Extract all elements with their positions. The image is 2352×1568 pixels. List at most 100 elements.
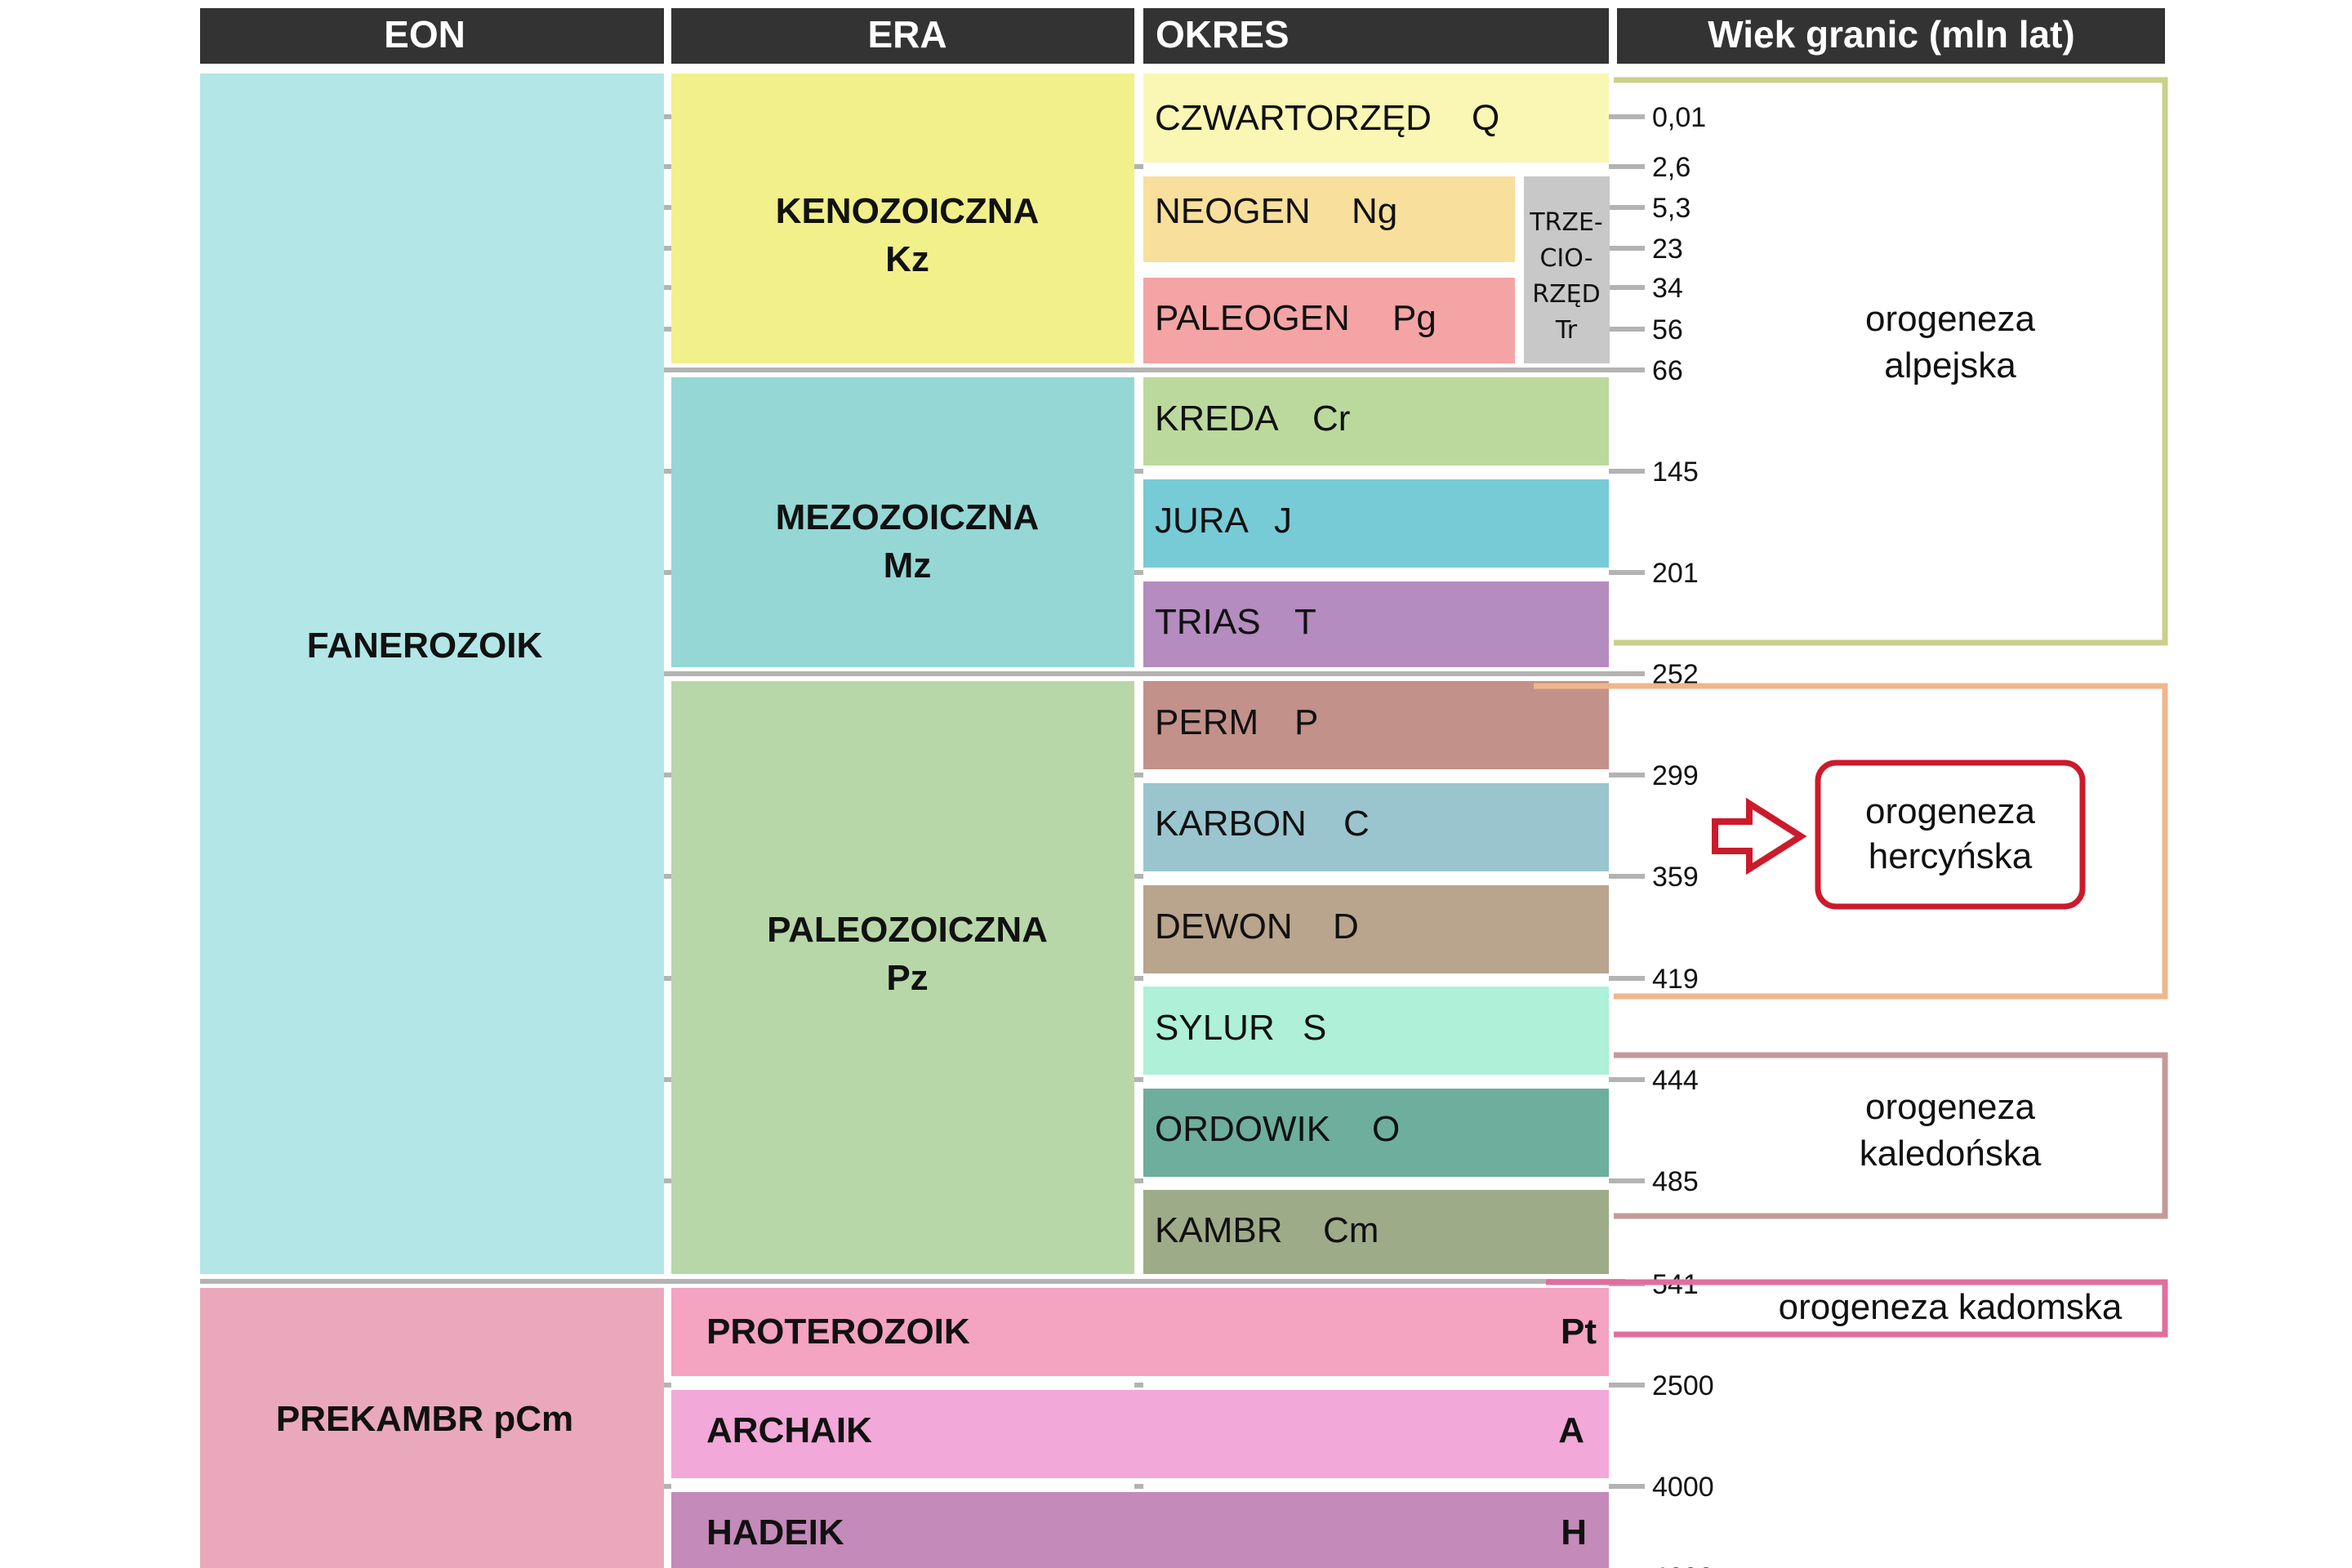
proterozoik-symbol: Pt — [1561, 1312, 1597, 1352]
period-kambr-name: KAMBR — [1155, 1210, 1282, 1250]
eon-fanerozoik-label: FANEROZOIK — [307, 626, 543, 666]
period-jura-name: JURA — [1155, 501, 1250, 541]
period-kreda-name: KREDA — [1155, 399, 1279, 439]
era-kenozoik-symbol: Kz — [885, 239, 929, 279]
period-ordowik-symbol: O — [1372, 1109, 1400, 1149]
period-ordowik-name: ORDOWIK — [1155, 1109, 1330, 1149]
period-kreda-symbol: Cr — [1312, 399, 1350, 439]
era-kenozoik-name: KENOZOICZNA — [776, 191, 1040, 231]
period-perm-symbol: P — [1294, 702, 1318, 742]
period-czwartorzed-name: CZWARTORZĘD — [1155, 98, 1432, 138]
orogeneza-hercynska-bracket — [1534, 683, 2168, 1000]
hadeik-name: HADEIK — [706, 1512, 844, 1552]
archaik-name: ARCHAIK — [706, 1410, 872, 1450]
period-neogen-name: NEOGEN — [1155, 191, 1311, 231]
orogeneza-hercynska-highlight-box — [1815, 760, 2086, 910]
arrow-right-icon — [1712, 797, 1807, 875]
era-column: KENOZOICZNA Kz MEZOZOICZNA Mz PALEOZOICZ… — [671, 74, 1134, 1274]
period-czwartorzed-symbol: Q — [1472, 98, 1499, 138]
period-karbon-block — [1143, 783, 1609, 871]
period-karbon-name: KARBON — [1155, 804, 1307, 844]
age-label: 5,3 — [1652, 193, 1690, 224]
period-jura-block — [1143, 479, 1609, 568]
eon-column: FANEROZOIK PREKAMBR pCm — [200, 74, 664, 1568]
precambrian-eons: PROTEROZOIK Pt ARCHAIK A HADEIK H — [671, 1288, 1609, 1568]
period-dewon-symbol: D — [1333, 906, 1359, 947]
header-period: OKRES — [1156, 13, 1290, 56]
period-karbon-symbol: C — [1343, 804, 1370, 844]
age-label: 4000 — [1652, 1472, 1714, 1503]
period-dewon-block — [1143, 885, 1609, 973]
proterozoik-name: PROTEROZOIK — [706, 1312, 970, 1352]
era-mezozoik-block — [671, 377, 1134, 667]
header-eon-cell — [200, 8, 664, 64]
age-labels: 0,01 2,6 5,3 23 34 56 66 145 201 252 299… — [1652, 102, 1714, 1568]
header-eon: EON — [384, 13, 466, 56]
period-dewon-name: DEWON — [1155, 906, 1293, 947]
proterozoik-block — [671, 1288, 1609, 1376]
hadeik-symbol: H — [1561, 1512, 1587, 1552]
era-paleozoik-block — [671, 681, 1134, 1274]
tertiary-line-4: Tr — [1555, 316, 1578, 345]
age-label: 0,01 — [1652, 102, 1706, 133]
era-paleozoik-name: PALEOZOICZNA — [767, 910, 1048, 950]
age-label: 444 — [1652, 1065, 1699, 1096]
header-age: Wiek granic (mln lat) — [1708, 13, 2074, 56]
age-label: 201 — [1652, 558, 1699, 589]
period-column: CZWARTORZĘD Q NEOGEN Ng PALEOGEN Pg KRED… — [1143, 74, 1610, 1274]
age-label: 66 — [1652, 355, 1683, 386]
period-paleogen-symbol: Pg — [1392, 298, 1437, 338]
period-perm-block — [1143, 681, 1609, 769]
period-neogen-symbol: Ng — [1352, 191, 1397, 231]
period-sylur-name: SYLUR — [1155, 1008, 1275, 1048]
eon-prekambr-label: PREKAMBR pCm — [276, 1399, 573, 1439]
age-label: 4600 — [1652, 1562, 1714, 1568]
orogeneza-kadomska-label: orogeneza kadomska — [1779, 1287, 2123, 1327]
tick-lines — [200, 114, 1645, 1489]
orogeneza-hercynska-line-2: hercyńska — [1869, 836, 2033, 876]
era-paleozoik-symbol: Pz — [886, 958, 928, 998]
archaik-symbol: A — [1558, 1410, 1584, 1450]
header-row: EON ERA OKRES Wiek granic (mln lat) — [200, 8, 2165, 64]
age-label: 34 — [1652, 273, 1683, 304]
orogeneza-kadomska-bracket — [1546, 1279, 2168, 1338]
era-mezozoik-symbol: Mz — [884, 546, 932, 586]
period-trias-symbol: T — [1294, 602, 1316, 642]
era-kenozoik-block — [671, 74, 1134, 363]
age-label: 299 — [1652, 760, 1699, 791]
period-jura-symbol: J — [1274, 501, 1292, 541]
eon-prekambr-block — [200, 1288, 664, 1568]
period-neogen-block — [1143, 176, 1515, 262]
period-trias-name: TRIAS — [1155, 602, 1261, 642]
period-paleogen-name: PALEOGEN — [1155, 298, 1350, 338]
header-era-cell — [671, 8, 1134, 64]
period-trzeciorzed-block — [1524, 176, 1610, 363]
age-label: 56 — [1652, 314, 1683, 345]
orogeneza-alpejska-line-2: alpejska — [1884, 345, 2016, 385]
period-sylur-symbol: S — [1303, 1008, 1326, 1048]
eon-fanerozoik-block — [200, 74, 664, 1274]
tertiary-line-1: TRZE- — [1529, 208, 1603, 237]
period-paleogen-block — [1143, 278, 1515, 363]
orogenies: orogeneza alpejska orogeneza hercyńska o… — [1534, 77, 2168, 1338]
period-sylur-block — [1143, 987, 1609, 1075]
period-kambr-symbol: Cm — [1323, 1210, 1379, 1250]
tertiary-line-2: CIO- — [1539, 244, 1592, 273]
age-label: 23 — [1652, 234, 1683, 265]
age-label: 145 — [1652, 457, 1699, 488]
age-label: 2,6 — [1652, 152, 1690, 183]
era-mezozoik-name: MEZOZOICZNA — [776, 497, 1040, 537]
orogeneza-alpejska-line-1: orogeneza — [1865, 299, 2035, 339]
orogeneza-kaledonska-line-2: kaledońska — [1860, 1134, 2042, 1174]
age-label: 359 — [1652, 862, 1699, 893]
tertiary-line-3: RZĘD — [1532, 280, 1600, 309]
header-era: ERA — [867, 13, 947, 56]
header-period-cell — [1143, 8, 1609, 64]
header-age-cell — [1617, 8, 2165, 64]
period-kambr-block — [1143, 1190, 1609, 1274]
age-label: 2500 — [1652, 1370, 1714, 1401]
period-kreda-block — [1143, 377, 1609, 466]
orogeneza-kaledonska-line-1: orogeneza — [1865, 1087, 2035, 1127]
